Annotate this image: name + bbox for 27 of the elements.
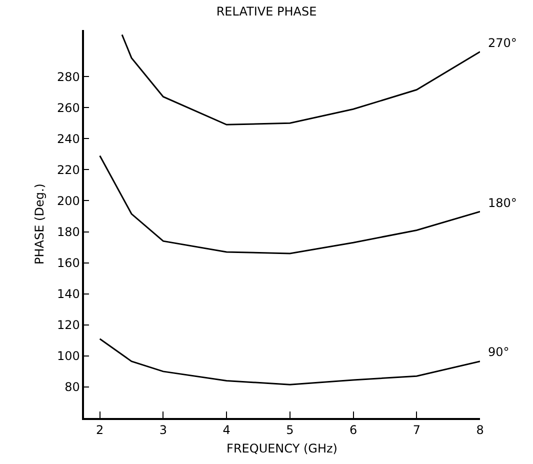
- line-series: [121, 34, 480, 126]
- x-tick-label: 6: [349, 423, 358, 438]
- line-series: [99, 154, 480, 254]
- x-tick-label: 3: [159, 423, 168, 438]
- y-axis-title: PHASE (Deg.): [32, 184, 47, 264]
- y-tick-label: 280: [56, 70, 80, 84]
- y-tick-label: 80: [64, 380, 80, 394]
- y-tick-label: 180: [56, 224, 80, 239]
- x-axis-title: FREQUENCY (GHz): [226, 442, 338, 456]
- y-tick-label: 120: [56, 318, 80, 332]
- y-tick-label: 100: [56, 349, 80, 364]
- chart-title: RELATIVE PHASE: [216, 4, 317, 18]
- line-series: [99, 338, 480, 386]
- series-label: 270°: [488, 36, 517, 50]
- y-tick-label: 240: [56, 132, 80, 146]
- x-tick-label: 8: [476, 423, 484, 438]
- y-tick-label: 160: [56, 256, 80, 270]
- x-tick-label: 4: [222, 423, 230, 438]
- series-label: 180°: [488, 196, 517, 210]
- y-tick-label: 220: [56, 162, 80, 177]
- y-tick-label: 260: [56, 100, 80, 115]
- y-tick-label: 200: [56, 194, 80, 208]
- series-label: 90°: [488, 345, 510, 359]
- x-tick-label: 2: [96, 423, 104, 438]
- x-tick-label: 7: [412, 423, 420, 438]
- x-tick-label: 5: [286, 423, 294, 438]
- y-tick-label: 140: [56, 287, 80, 302]
